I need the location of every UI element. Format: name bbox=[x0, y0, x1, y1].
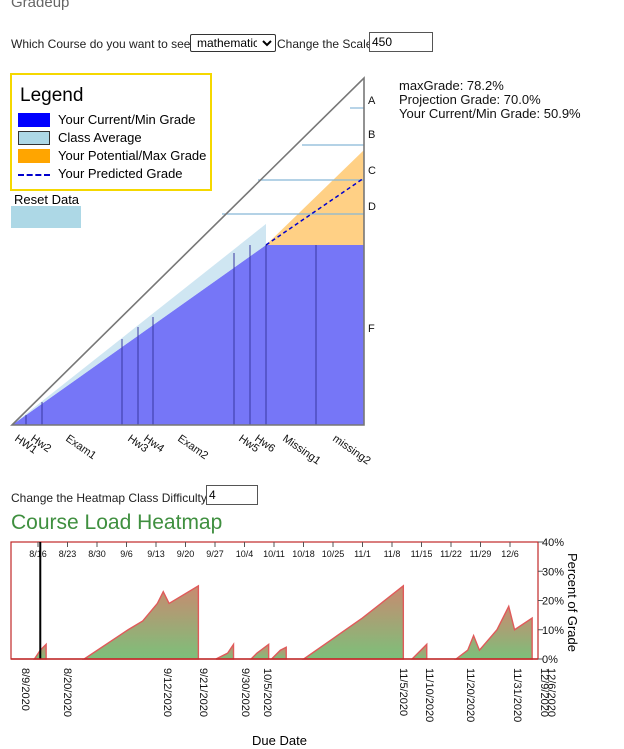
swatch-potential bbox=[18, 148, 50, 163]
top-tick-label: 12/6 bbox=[501, 549, 519, 559]
plot-frame bbox=[10, 541, 539, 660]
y-tick-label: 30% bbox=[542, 566, 564, 578]
max-grade-text: maxGrade: 78.2% bbox=[399, 78, 504, 93]
scale-label: Change the Scale: bbox=[277, 37, 376, 51]
date-label: 12/6/2020 bbox=[545, 668, 557, 717]
legend-label: Class Average bbox=[58, 130, 142, 145]
top-tick-label: 8/16 bbox=[29, 549, 47, 559]
date-label: 9/30/2020 bbox=[239, 668, 251, 717]
date-label: 9/21/2020 bbox=[197, 668, 209, 717]
difficulty-label: Change the Heatmap Class Difficulty: bbox=[11, 491, 211, 505]
reset-data-button[interactable] bbox=[11, 206, 81, 228]
projection-grade-text: Projection Grade: 70.0% bbox=[399, 92, 541, 107]
top-tick-label: 11/29 bbox=[470, 549, 492, 559]
legend-item-average: Class Average bbox=[18, 130, 142, 145]
x-axis-label: Due Date bbox=[252, 733, 307, 748]
predicted-line bbox=[265, 177, 365, 246]
scale-input[interactable] bbox=[369, 32, 433, 52]
top-tick-label: 9/20 bbox=[177, 549, 195, 559]
date-label: 11/10/2020 bbox=[423, 668, 435, 722]
y-tick-label: 40% bbox=[542, 537, 564, 549]
triangle-outline bbox=[10, 76, 365, 426]
heatmap-title: Course Load Heatmap bbox=[11, 511, 223, 534]
grade-letter-d: D bbox=[368, 201, 376, 213]
legend-label: Your Current/Min Grade bbox=[58, 112, 196, 127]
load-area-7 bbox=[453, 604, 533, 660]
legend-item-predicted: Your Predicted Grade bbox=[18, 166, 183, 181]
grade-letter-c: C bbox=[368, 165, 376, 177]
legend-title: Legend bbox=[20, 85, 84, 106]
grade-letter-f: F bbox=[368, 323, 375, 335]
top-tick-label: 10/25 bbox=[322, 549, 345, 559]
top-tick-label: 11/15 bbox=[411, 549, 433, 559]
load-area-1 bbox=[81, 584, 200, 660]
top-tick-label: 11/22 bbox=[440, 549, 462, 559]
legend: Legend Your Current/Min Grade Class Aver… bbox=[10, 73, 212, 191]
top-tick-label: 10/4 bbox=[236, 549, 254, 559]
date-label: 12/9/2020 bbox=[538, 668, 550, 717]
top-tick-label: 8/30 bbox=[88, 549, 106, 559]
top-tick-label: 10/18 bbox=[292, 549, 315, 559]
date-label: 8/9/2020 bbox=[19, 668, 31, 711]
date-labels: 8/9/2020 8/20/2020 9/12/2020 9/21/2020 9/30/… bbox=[19, 668, 557, 722]
swatch-current bbox=[18, 112, 50, 127]
app-title: Gradeup bbox=[11, 0, 70, 11]
grade-chart: A B C D F HW1 Hw2 Exam1 Hw3 Hw4 Exam2 Hw… bbox=[10, 76, 376, 467]
grade-letter-b: B bbox=[368, 129, 375, 141]
top-tick-label: 9/13 bbox=[147, 549, 165, 559]
difficulty-input[interactable] bbox=[206, 485, 258, 505]
swatch-average bbox=[18, 130, 50, 145]
date-label: 8/20/2020 bbox=[61, 668, 73, 717]
legend-item-potential: Your Potential/Max Grade bbox=[18, 148, 206, 163]
y-axis-label: Percent of Grade bbox=[565, 553, 580, 652]
date-label: 10/5/2020 bbox=[261, 668, 273, 717]
date-label: 11/31/2020 bbox=[511, 668, 523, 722]
swatch-predicted bbox=[18, 173, 50, 176]
legend-item-current: Your Current/Min Grade bbox=[18, 112, 196, 127]
y-tick-label: 0% bbox=[542, 654, 558, 666]
reset-label: Reset Data bbox=[14, 192, 80, 207]
top-tick-label: 9/6 bbox=[120, 549, 133, 559]
date-label: 11/5/2020 bbox=[397, 668, 409, 716]
date-label: 9/12/2020 bbox=[161, 668, 173, 717]
top-ticks: 8/16 8/23 8/30 9/6 9/13 9/20 9/27 10/4 10/11 10/1… bbox=[29, 542, 519, 559]
legend-label: Your Potential/Max Grade bbox=[58, 148, 207, 163]
y-tick-label: 20% bbox=[542, 596, 564, 608]
legend-label: Your Predicted Grade bbox=[58, 166, 183, 181]
top-tick-label: 11/1 bbox=[354, 549, 371, 559]
date-label: 11/20/2020 bbox=[464, 668, 476, 722]
current-grade-text: Your Current/Min Grade: 50.9% bbox=[399, 106, 581, 121]
potential-area bbox=[266, 150, 364, 245]
top-tick-label: 8/23 bbox=[59, 549, 77, 559]
y-ticks: 0% 10% 20% 30% 40% bbox=[538, 537, 564, 666]
top-tick-label: 11/8 bbox=[384, 549, 401, 559]
course-prompt: Which Course do you want to see? bbox=[11, 37, 198, 51]
top-tick-label: 9/27 bbox=[206, 549, 224, 559]
course-select[interactable]: mathematics bbox=[190, 34, 276, 52]
top-tick-label: 10/11 bbox=[263, 549, 285, 559]
y-tick-label: 10% bbox=[542, 625, 564, 637]
grade-letter-a: A bbox=[368, 95, 376, 107]
